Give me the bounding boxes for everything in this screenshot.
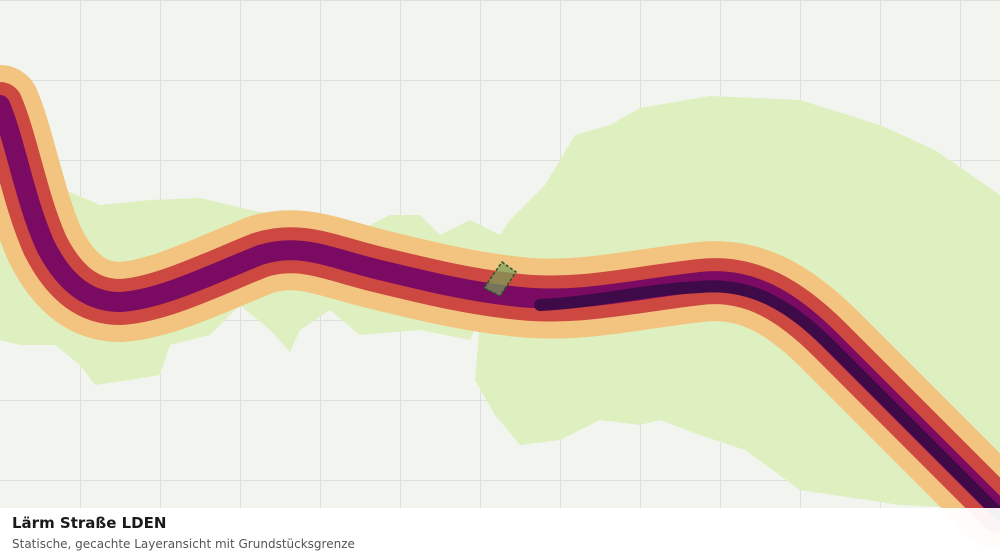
parcel-boundary xyxy=(482,260,518,297)
layer-subtitle: Statische, gecachte Layeransicht mit Gru… xyxy=(12,537,355,551)
layer-title: Lärm Straße LDEN xyxy=(12,514,167,532)
legend-panel: Lärm Straße LDEN Statische, gecachte Lay… xyxy=(0,508,1000,560)
noise-bands xyxy=(0,65,1000,550)
noise-band-dark xyxy=(534,280,1000,521)
